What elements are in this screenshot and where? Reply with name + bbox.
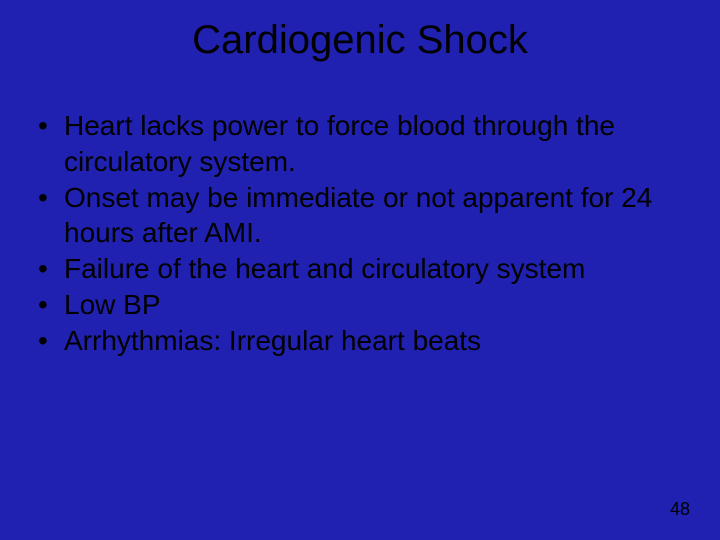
- bullet-item: • Failure of the heart and circulatory s…: [38, 251, 660, 287]
- page-number: 48: [670, 499, 690, 520]
- slide-title: Cardiogenic Shock: [0, 18, 720, 63]
- bullet-text: Heart lacks power to force blood through…: [64, 108, 660, 180]
- bullet-marker-icon: •: [38, 180, 64, 216]
- bullet-text: Failure of the heart and circulatory sys…: [64, 251, 660, 287]
- bullet-text: Low BP: [64, 287, 660, 323]
- bullet-item: • Low BP: [38, 287, 660, 323]
- bullet-marker-icon: •: [38, 251, 64, 287]
- bullet-text: Onset may be immediate or not apparent f…: [64, 180, 660, 252]
- slide-body: • Heart lacks power to force blood throu…: [38, 108, 660, 359]
- slide: Cardiogenic Shock • Heart lacks power to…: [0, 0, 720, 540]
- bullet-text: Arrhythmias: Irregular heart beats: [64, 323, 660, 359]
- bullet-item: • Heart lacks power to force blood throu…: [38, 108, 660, 180]
- bullet-marker-icon: •: [38, 323, 64, 359]
- bullet-marker-icon: •: [38, 287, 64, 323]
- bullet-item: • Onset may be immediate or not apparent…: [38, 180, 660, 252]
- bullet-marker-icon: •: [38, 108, 64, 144]
- bullet-item: • Arrhythmias: Irregular heart beats: [38, 323, 660, 359]
